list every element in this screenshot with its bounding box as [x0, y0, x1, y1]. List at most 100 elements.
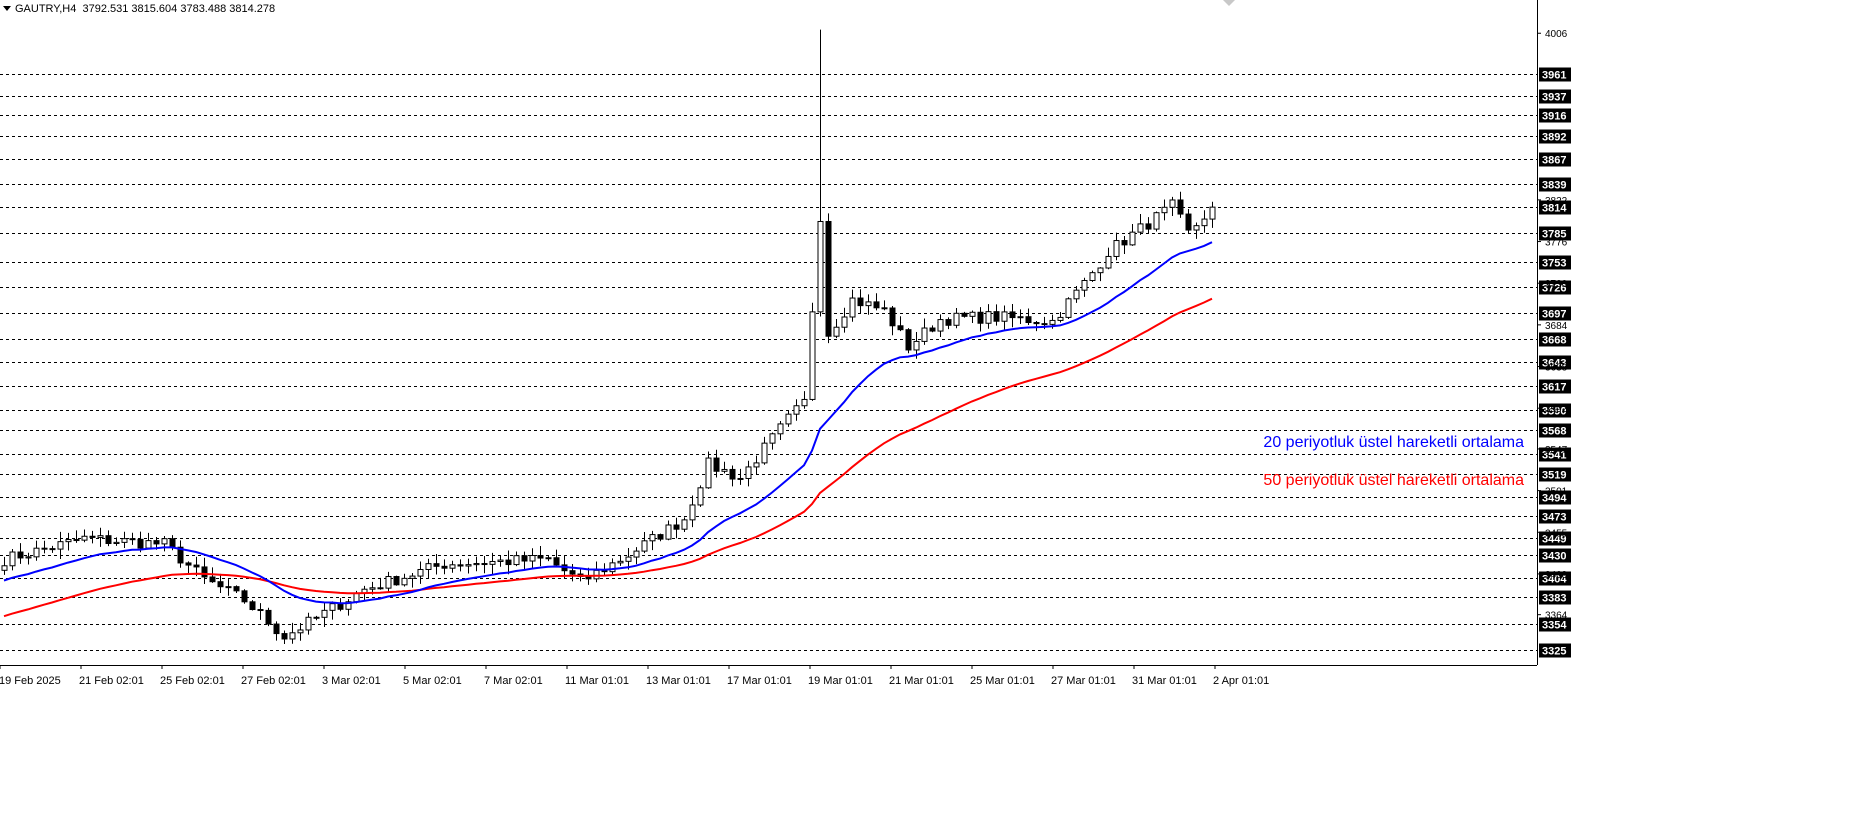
candle-bear: [673, 524, 680, 530]
candle-bull: [473, 563, 480, 566]
candle-bear: [1025, 316, 1032, 324]
level-label: 3668: [1542, 335, 1566, 347]
candle-bull: [985, 311, 992, 324]
level-label-box: [1539, 423, 1571, 438]
level-label: 3839: [1542, 180, 1566, 192]
candle-bear: [1121, 240, 1128, 246]
axes: 4006 3822 3776 3730 3684 3638 3592 3547 3501 3455…: [0, 0, 1568, 687]
candle-bear: [657, 534, 664, 540]
candle-bull: [497, 559, 504, 562]
candle-bear: [905, 329, 912, 351]
legend-ema50: 50 periyotluk üstel hareketli ortalama: [1263, 472, 1524, 489]
x-tick-label: 27 Feb 02:01: [241, 675, 306, 687]
level-label-box: [1539, 490, 1571, 505]
collapse-triangle-icon[interactable]: [3, 6, 11, 12]
level-label-box: [1539, 152, 1571, 167]
candle-bull: [353, 592, 360, 603]
y-tick-label: 3501: [1545, 487, 1568, 498]
level-label: 3916: [1542, 111, 1566, 123]
y-tick-label: 3776: [1545, 238, 1568, 249]
level-label-box: [1539, 643, 1571, 658]
candle-bear: [993, 311, 1000, 322]
candle-bull: [321, 609, 328, 618]
candle-bear: [569, 570, 576, 575]
candle-bull: [1065, 298, 1072, 318]
level-label: 3867: [1542, 155, 1566, 167]
candle-bull: [81, 535, 88, 541]
candle-bull: [921, 327, 928, 342]
level-label: 3937: [1542, 92, 1566, 104]
x-tick-label: 21 Mar 01:01: [889, 675, 954, 687]
candle-bull: [865, 301, 872, 307]
level-label-box: [1539, 89, 1571, 104]
candle-bull: [721, 468, 728, 472]
candle-bear: [457, 564, 464, 567]
candle-bear: [1145, 223, 1152, 230]
level-label: 3404: [1542, 574, 1567, 586]
y-tick-label: 3684: [1545, 321, 1568, 332]
y-tick-label: 4006: [1545, 29, 1568, 40]
level-label-box: [1539, 280, 1571, 295]
shift-marker-icon[interactable]: [1223, 0, 1235, 6]
candle-bear: [281, 633, 288, 640]
x-tick-label: 5 Mar 02:01: [403, 675, 462, 687]
candles: [1, 29, 1216, 645]
candle-bear: [193, 564, 200, 568]
candle-bull: [385, 576, 392, 589]
candle-bull: [113, 541, 120, 545]
level-label: 3590: [1542, 406, 1566, 418]
x-tick-label: 13 Mar 01:01: [646, 675, 711, 687]
candle-bull: [25, 556, 32, 559]
level-label-box: [1539, 531, 1571, 546]
candle-bull: [425, 563, 432, 570]
candle-bear: [1177, 199, 1184, 215]
candle-bull: [665, 524, 672, 540]
candle-bear: [201, 566, 208, 578]
candle-bear: [729, 468, 736, 480]
candle-bear: [929, 327, 936, 332]
candle-bull: [937, 319, 944, 332]
y-tick-label: 3592: [1545, 404, 1568, 415]
candle-bull: [1049, 319, 1056, 325]
candle-bull: [465, 564, 472, 567]
candle-bear: [337, 603, 344, 610]
x-tick-label: 7 Mar 02:01: [484, 675, 543, 687]
candle-bear: [881, 307, 888, 310]
candle-bull: [9, 551, 16, 567]
candle-bear: [137, 538, 144, 549]
x-tick-label: 19 Mar 01:01: [808, 675, 873, 687]
candle-bull: [529, 555, 536, 562]
level-label-box: [1539, 509, 1571, 524]
level-label: 3726: [1542, 283, 1566, 295]
level-label: 3961: [1542, 70, 1566, 82]
candle-bull: [1001, 311, 1008, 322]
candle-bull: [625, 556, 632, 562]
candle-bull: [801, 398, 808, 407]
level-label-box: [1539, 571, 1571, 586]
candle-bear: [241, 590, 248, 603]
level-label: 3354: [1542, 620, 1567, 632]
level-label: 3892: [1542, 132, 1566, 144]
level-label-box: [1539, 379, 1571, 394]
x-tick-label: 25 Mar 01:01: [970, 675, 1035, 687]
level-label-box: [1539, 467, 1571, 482]
y-tick-label: 3730: [1545, 279, 1568, 290]
candle-bull: [297, 629, 304, 634]
candle-bear: [89, 535, 96, 538]
candle-bear: [217, 581, 224, 588]
candle-bull: [513, 555, 520, 566]
candle-bear: [105, 535, 112, 545]
candle-bull: [329, 603, 336, 611]
candle-bull: [913, 340, 920, 351]
candle-bull: [345, 601, 352, 610]
moving-averages: [3, 241, 1213, 618]
candle-bull: [121, 538, 128, 543]
candle-bear: [233, 586, 240, 592]
candle-bull: [1161, 206, 1168, 214]
candle-bull: [593, 569, 600, 580]
candle-bear: [481, 563, 488, 566]
candle-bull: [1169, 199, 1176, 208]
level-label-box: [1539, 355, 1571, 370]
